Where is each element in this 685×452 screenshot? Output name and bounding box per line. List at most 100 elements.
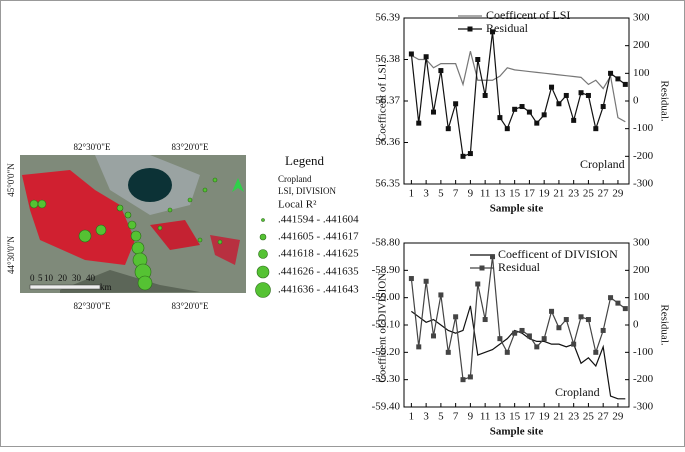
point <box>460 153 466 159</box>
legend-text: .441636 - .441643 <box>278 284 359 296</box>
cropland <box>22 170 135 265</box>
y-axis-label: Coefficent of LSI. <box>377 61 389 141</box>
point <box>482 317 488 323</box>
y-tick-label: -58.90 <box>372 264 401 276</box>
x-tick-label: 11 <box>480 188 491 200</box>
point <box>423 54 429 60</box>
r2-points <box>29 177 223 291</box>
x-tick-label: 21 <box>553 188 564 200</box>
x-tick-label: 11 <box>480 411 491 423</box>
y-tick-label: -59.40 <box>372 401 401 413</box>
point <box>519 104 525 110</box>
point <box>615 300 621 306</box>
legend-title: Legend <box>285 153 324 168</box>
legend-label: Coefficent of LSI <box>486 8 570 22</box>
point <box>453 101 459 107</box>
x-tick-label: 3 <box>423 411 429 423</box>
y2-tick-label: 0 <box>633 95 639 107</box>
point <box>519 327 525 333</box>
point <box>593 349 599 355</box>
x-tick-label: 27 <box>598 188 610 200</box>
y2-tick-label: 300 <box>633 237 650 249</box>
x-tick-label: 29 <box>612 411 624 423</box>
point <box>423 278 429 284</box>
x-tick-label: 3 <box>423 188 429 200</box>
x-tick-label: 23 <box>568 411 580 423</box>
y2-axis-label: Residual. <box>658 80 670 121</box>
y-tick-label: 56.35 <box>375 178 400 190</box>
point <box>563 92 569 98</box>
y-tick-label: -59.00 <box>372 291 401 303</box>
point <box>534 344 540 350</box>
y2-tick-label: 100 <box>633 67 650 79</box>
point <box>408 51 414 57</box>
point <box>541 336 547 342</box>
y2-tick-label: 100 <box>633 291 650 303</box>
legend-symbol <box>259 233 267 241</box>
point <box>438 68 444 74</box>
point <box>608 295 614 301</box>
legend-text: .441618 - .441625 <box>278 248 359 260</box>
y2-tick-label: 200 <box>633 264 650 276</box>
point <box>431 333 437 339</box>
point <box>445 126 451 132</box>
point <box>526 333 532 339</box>
legend-label: Coefficent of DIVISION <box>498 247 618 261</box>
point <box>549 308 555 314</box>
series-line <box>410 31 626 158</box>
legend-symbol <box>261 218 265 222</box>
y-tick-label: 56.39 <box>375 12 400 24</box>
point <box>497 336 503 342</box>
lon-label: 82°30'0"E <box>74 142 111 152</box>
point <box>578 314 584 320</box>
point <box>460 377 466 383</box>
y-tick-label: -58.80 <box>372 237 401 249</box>
point <box>445 349 451 355</box>
point <box>585 317 591 323</box>
x-tick-label: 23 <box>568 188 580 200</box>
point <box>453 314 459 320</box>
point <box>497 115 503 121</box>
cropland <box>150 220 200 250</box>
point <box>571 117 577 123</box>
cropland <box>210 235 240 265</box>
x-tick-label: 19 <box>539 411 551 423</box>
y2-tick-label: 300 <box>633 12 650 24</box>
point <box>526 109 532 115</box>
scale-label: 0 <box>30 273 35 283</box>
point <box>475 57 481 62</box>
map: 0 5 10 20 30 40 km 82°30'0"E 83°20'0"E 8… <box>6 142 246 311</box>
series-line <box>411 51 626 123</box>
point <box>578 90 584 96</box>
x-tick-label: 21 <box>553 411 564 423</box>
point <box>504 126 510 132</box>
scale-label: 40 <box>86 273 96 283</box>
lon-label: 83°20'0"E <box>172 142 209 152</box>
x-tick-label: 1 <box>409 188 415 200</box>
x-tick-label: 17 <box>524 411 536 423</box>
point <box>438 292 444 298</box>
scale-bar <box>29 284 101 290</box>
y-tick-label: 56.38 <box>375 53 400 65</box>
y2-axis-label: Residual. <box>658 304 670 345</box>
x-tick-label: 9 <box>468 411 474 423</box>
point <box>416 344 422 350</box>
annotation: Cropland <box>580 157 625 171</box>
point <box>615 76 621 82</box>
point <box>408 276 414 282</box>
scale-label: 20 <box>58 273 68 283</box>
y2-tick-label: 0 <box>633 319 639 331</box>
x-axis-label: Sample site <box>490 426 544 438</box>
x-tick-label: 9 <box>468 188 474 200</box>
y2-tick-label: 200 <box>633 39 650 51</box>
scale-label: km <box>100 282 112 292</box>
point <box>622 81 628 87</box>
y-tick-label: 56.36 <box>375 136 400 148</box>
map-legend: Legend Cropland LSI, DIVISION Local R² .… <box>255 153 359 298</box>
point <box>467 374 473 380</box>
point <box>571 341 577 347</box>
legend-marker <box>467 26 473 32</box>
legend-text: .441594 - .441604 <box>278 214 359 226</box>
x-tick-label: 19 <box>539 188 551 200</box>
legend-symbol <box>258 249 268 259</box>
